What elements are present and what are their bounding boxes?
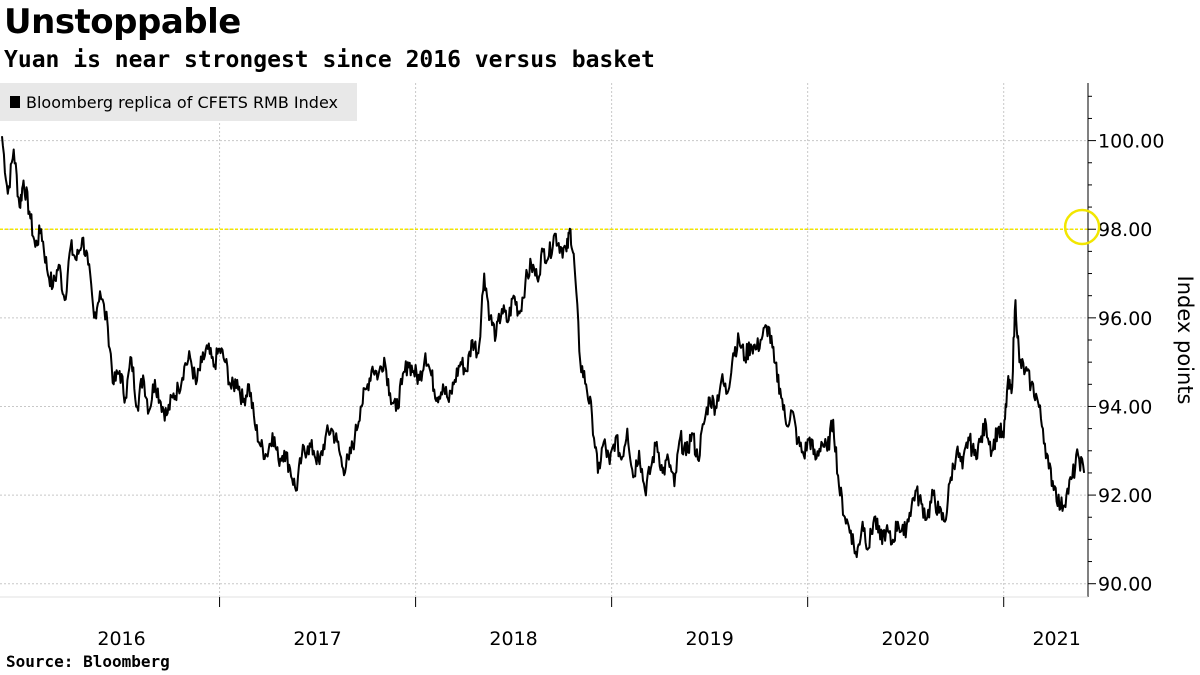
chart-subtitle: Yuan is near strongest since 2016 versus… bbox=[4, 47, 655, 73]
x-tick-label: 2017 bbox=[293, 628, 341, 650]
gridlines bbox=[0, 83, 1088, 597]
x-tick-label: 2021 bbox=[1032, 628, 1080, 650]
x-tick-label: 2020 bbox=[882, 628, 930, 650]
series-lines bbox=[1, 136, 1086, 559]
y-tick-label: 98.00 bbox=[1098, 219, 1152, 241]
legend-label: Bloomberg replica of CFETS RMB Index bbox=[26, 93, 338, 112]
x-axis-ticks: 2016 2017 2018 2019 2020 2021 bbox=[97, 597, 1081, 650]
highlight-marker bbox=[1063, 208, 1101, 246]
x-tick-label: 2016 bbox=[97, 628, 145, 650]
highlight-circle bbox=[1063, 208, 1101, 246]
y-tick-label: 90.00 bbox=[1098, 574, 1152, 596]
legend-swatch bbox=[10, 96, 20, 108]
legend: Bloomberg replica of CFETS RMB Index bbox=[0, 83, 357, 121]
y-axis-title: Index points bbox=[1173, 276, 1197, 405]
y-tick-label: 94.00 bbox=[1098, 396, 1152, 418]
y-tick-label: 96.00 bbox=[1098, 308, 1152, 330]
series-line bbox=[1, 136, 1086, 559]
chart-source: Source: Bloomberg bbox=[6, 652, 170, 671]
y-tick-label: 100.00 bbox=[1098, 131, 1164, 153]
legend-background bbox=[0, 83, 357, 121]
x-tick-label: 2018 bbox=[489, 628, 537, 650]
y-tick-label: 92.00 bbox=[1098, 485, 1152, 507]
y-axis-ticks: 90.00 92.00 94.00 96.00 98.00 100.00 bbox=[1088, 95, 1164, 596]
x-tick-label: 2019 bbox=[685, 628, 733, 650]
chart-title: Unstoppable bbox=[4, 2, 241, 42]
